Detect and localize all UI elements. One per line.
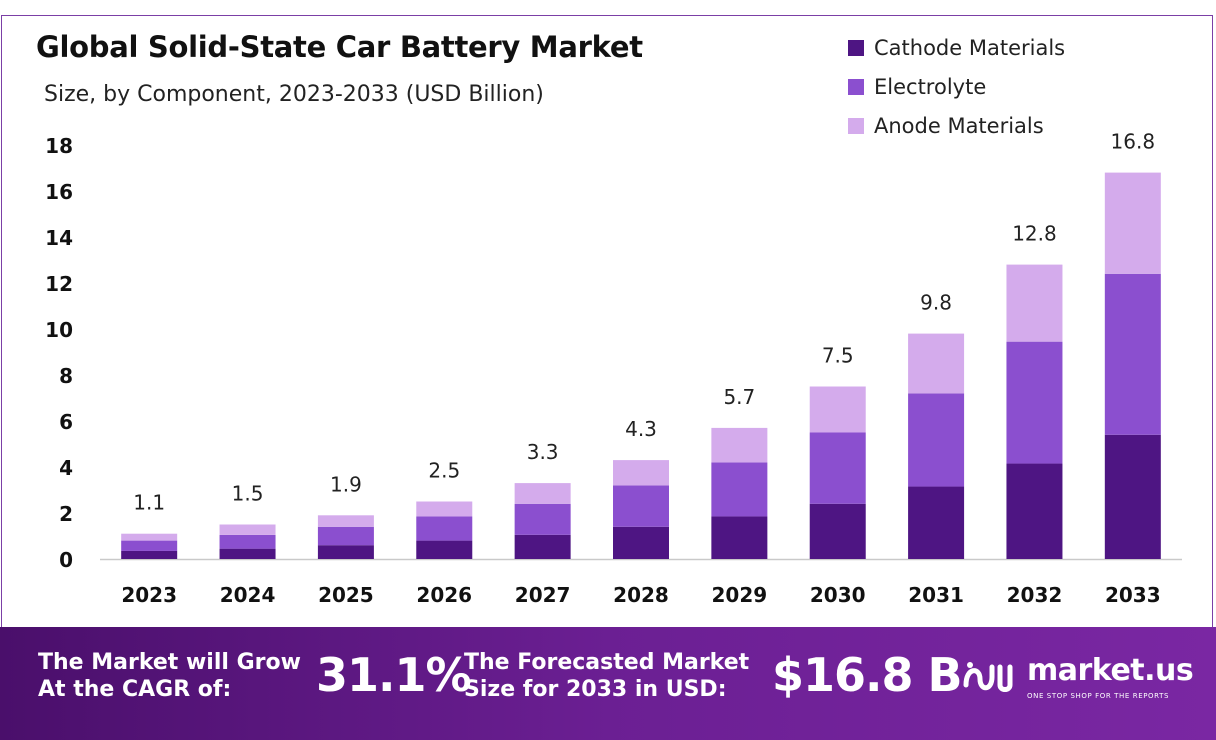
bar-segment-electrolyte-2033 xyxy=(1104,273,1161,435)
x-tick-label-2025: 2025 xyxy=(318,583,374,607)
total-label-2028: 4.3 xyxy=(625,417,657,441)
legend-swatch-cathode xyxy=(848,39,864,56)
legend-label-anode: Anode Materials xyxy=(874,113,1044,138)
bar-segment-electrolyte-2032 xyxy=(1006,341,1063,464)
bar-segment-cathode-materials-2029 xyxy=(711,516,768,559)
bar-segment-cathode-materials-2032 xyxy=(1006,463,1063,559)
y-tick-label: 10 xyxy=(45,318,73,342)
y-tick-label: 6 xyxy=(59,410,73,434)
bar-chart: 0 2 4 6 8 10 12 14 16 18 1.1 1.5 1.9 2.5 3.3 4.3 5.7 7.5… xyxy=(45,130,1182,607)
bar-segment-anode-materials-2028 xyxy=(613,460,669,486)
bars-group xyxy=(121,172,1161,559)
bar-segment-electrolyte-2024 xyxy=(219,534,276,549)
cagr-label-line1: The Market will Grow xyxy=(38,650,301,675)
y-tick-label: 16 xyxy=(45,180,73,204)
legend-swatch-anode xyxy=(848,117,864,134)
x-tick-label-2033: 2033 xyxy=(1105,583,1161,607)
bar-segment-electrolyte-2026 xyxy=(416,516,473,541)
bar-segment-cathode-materials-2026 xyxy=(416,540,473,559)
forecast-label: The Forecasted Market Size for 2033 in U… xyxy=(464,649,749,703)
bar-segment-anode-materials-2025 xyxy=(317,515,374,527)
bar-segment-electrolyte-2023 xyxy=(121,540,178,551)
legend-label-cathode: Cathode Materials xyxy=(874,35,1066,60)
forecast-label-line2: Size for 2033 in USD: xyxy=(464,677,727,702)
bar-segment-anode-materials-2026 xyxy=(416,501,473,517)
total-label-2026: 2.5 xyxy=(428,459,460,483)
bar-segment-anode-materials-2023 xyxy=(121,533,178,541)
bar-segment-electrolyte-2031 xyxy=(908,393,965,487)
x-tick-label-2028: 2028 xyxy=(613,583,669,607)
bar-segment-anode-materials-2024 xyxy=(219,524,276,535)
legend-item-cathode: Cathode Materials xyxy=(848,28,1065,67)
brand-name: market.us xyxy=(1027,653,1194,688)
bar-segment-cathode-materials-2025 xyxy=(317,545,374,559)
x-tick-label-2026: 2026 xyxy=(416,583,472,607)
x-tick-label-2031: 2031 xyxy=(908,583,964,607)
total-label-2024: 1.5 xyxy=(232,482,264,506)
bar-segment-cathode-materials-2027 xyxy=(514,534,571,559)
bar-segment-electrolyte-2025 xyxy=(317,526,374,546)
bar-segment-anode-materials-2033 xyxy=(1104,172,1161,274)
legend-swatch-electrolyte xyxy=(848,78,864,95)
market-us-logo-icon xyxy=(963,662,1013,692)
total-label-2032: 12.8 xyxy=(1012,222,1057,246)
total-label-2025: 1.9 xyxy=(330,472,362,496)
bar-segment-anode-materials-2031 xyxy=(908,333,965,394)
brand-tagline: ONE STOP SHOP FOR THE REPORTS xyxy=(1027,692,1170,700)
total-label-2030: 7.5 xyxy=(822,344,854,368)
bar-segment-cathode-materials-2028 xyxy=(613,526,669,559)
x-tick-label-2023: 2023 xyxy=(121,583,177,607)
total-label-2023: 1.1 xyxy=(133,491,165,515)
legend-item-anode: Anode Materials xyxy=(848,106,1065,145)
total-label-2033: 16.8 xyxy=(1111,130,1156,154)
y-tick-label: 2 xyxy=(59,502,73,526)
legend: Cathode Materials Electrolyte Anode Mate… xyxy=(848,28,1065,145)
bar-segment-electrolyte-2029 xyxy=(711,462,768,517)
footer-banner: The Market will Grow At the CAGR of: 31.… xyxy=(0,627,1216,740)
bar-segment-electrolyte-2027 xyxy=(514,503,571,535)
cagr-value: 31.1% xyxy=(316,648,472,702)
legend-item-electrolyte: Electrolyte xyxy=(848,67,1065,106)
chart-subtitle: Size, by Component, 2023-2033 (USD Billi… xyxy=(44,82,544,107)
x-tick-label-2027: 2027 xyxy=(515,583,571,607)
cagr-label: The Market will Grow At the CAGR of: xyxy=(38,649,301,703)
legend-label-electrolyte: Electrolyte xyxy=(874,74,987,99)
y-axis: 0 2 4 6 8 10 12 14 16 18 xyxy=(45,134,73,572)
bar-segment-cathode-materials-2023 xyxy=(121,550,178,559)
brand-logo: market.us ONE STOP SHOP FOR THE REPORTS xyxy=(960,651,1200,711)
bar-segment-cathode-materials-2030 xyxy=(809,503,866,559)
forecast-value: $16.8 B xyxy=(772,648,963,702)
y-tick-label: 14 xyxy=(45,226,73,250)
y-tick-label: 12 xyxy=(45,272,73,296)
bar-segment-anode-materials-2032 xyxy=(1006,264,1063,342)
bar-segment-cathode-materials-2024 xyxy=(219,548,276,559)
x-axis: 2023 2024 2025 2026 2027 2028 2029 2030 2031 2032… xyxy=(121,583,1160,607)
bar-segment-electrolyte-2030 xyxy=(809,432,866,504)
forecast-label-line1: The Forecasted Market xyxy=(464,650,750,675)
y-tick-label: 0 xyxy=(59,548,73,572)
x-tick-label-2024: 2024 xyxy=(220,583,276,607)
total-label-2029: 5.7 xyxy=(723,385,755,409)
y-tick-label: 8 xyxy=(59,364,73,388)
bar-segment-anode-materials-2029 xyxy=(711,427,768,463)
bar-segment-anode-materials-2030 xyxy=(809,386,866,433)
total-label-2027: 3.3 xyxy=(527,440,559,464)
cagr-label-line2: At the CAGR of: xyxy=(38,677,232,702)
chart-title: Global Solid-State Car Battery Market xyxy=(36,30,643,64)
bar-segment-electrolyte-2028 xyxy=(613,485,669,527)
total-label-2031: 9.8 xyxy=(920,291,952,315)
x-tick-label-2032: 2032 xyxy=(1007,583,1063,607)
y-tick-label: 18 xyxy=(45,134,73,158)
bar-segment-cathode-materials-2033 xyxy=(1104,434,1161,559)
bar-segment-cathode-materials-2031 xyxy=(908,486,965,559)
x-tick-label-2030: 2030 xyxy=(810,583,866,607)
x-tick-label-2029: 2029 xyxy=(712,583,768,607)
y-tick-label: 4 xyxy=(59,456,73,480)
bar-segment-anode-materials-2027 xyxy=(514,483,571,504)
total-labels: 1.1 1.5 1.9 2.5 3.3 4.3 5.7 7.5 9.8 12.8 16.8 xyxy=(133,130,1155,515)
